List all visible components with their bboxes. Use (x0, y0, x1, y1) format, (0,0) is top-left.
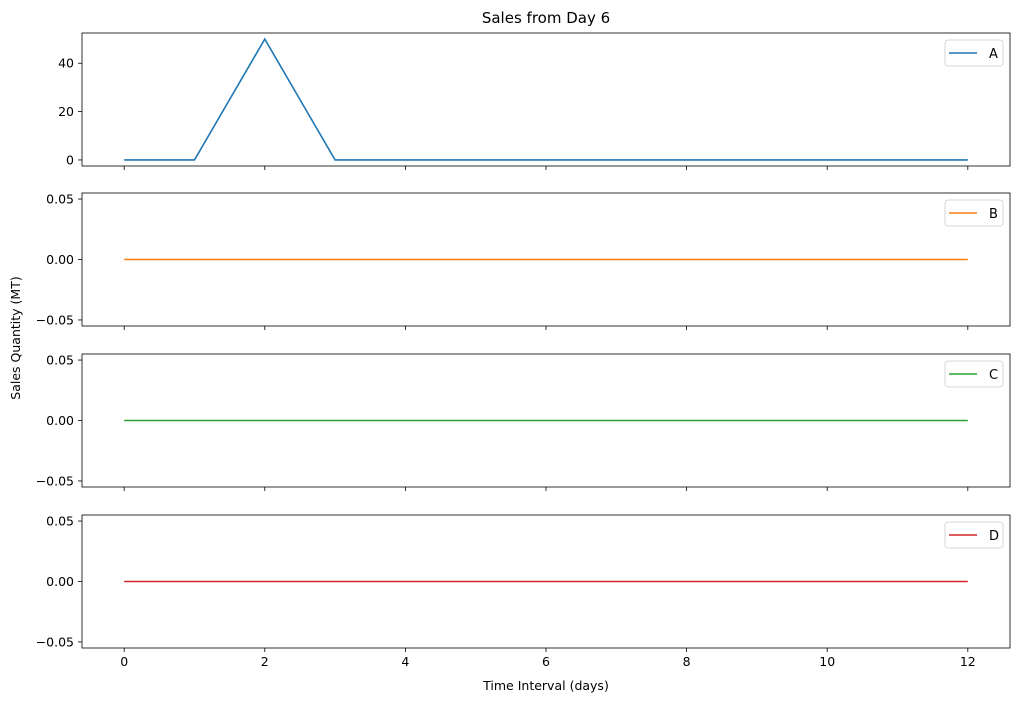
y-tick-label: 20 (58, 104, 74, 119)
legend-label: B (989, 207, 998, 222)
subplot-b: −0.05 0.00 0.05 B (36, 192, 1011, 330)
y-tick-label: −0.05 (36, 312, 74, 327)
subplot-d: −0.05 0.00 0.05 0 2 4 6 8 10 12 D (36, 514, 1011, 669)
subplots: 02040A−0.050.000.05B−0.050.000.05C−0.050… (36, 32, 1011, 669)
y-tick-label: −0.05 (36, 634, 74, 649)
y-axis-label: Sales Quantity (MT) (8, 276, 23, 399)
axes-frame (81, 353, 1011, 488)
x-tick-label: 2 (261, 654, 269, 669)
x-tick-label: 12 (960, 654, 976, 669)
x-tick-label: 10 (819, 654, 835, 669)
y-tick-label: 0.00 (46, 413, 74, 428)
chart-title: Sales from Day 6 (482, 9, 610, 27)
y-tick-label: 0.05 (46, 514, 74, 529)
axes-frame (81, 514, 1011, 649)
y-tick-label: 40 (58, 56, 74, 71)
subplot-a: 0 20 40 A (58, 32, 1011, 170)
axes-frame (81, 192, 1011, 327)
x-axis-label: Time Interval (days) (482, 678, 609, 693)
legend-a: A (944, 39, 1004, 67)
legend-label: D (989, 529, 999, 544)
legend-d: D (944, 521, 1004, 549)
y-tick-label: 0.00 (46, 252, 74, 267)
legend-c: C (944, 360, 1004, 388)
y-tick-label: −0.05 (36, 473, 74, 488)
legend-label: A (989, 47, 998, 62)
axes-frame (81, 32, 1011, 167)
series-line-a (124, 37, 968, 161)
x-tick-label: 8 (683, 654, 691, 669)
y-tick-label: 0.05 (46, 353, 74, 368)
x-tick-label: 6 (542, 654, 550, 669)
subplot-c: −0.05 0.00 0.05 C (36, 353, 1011, 491)
x-tick-label: 0 (120, 654, 128, 669)
legend-b: B (944, 199, 1004, 227)
x-tick-label: 4 (401, 654, 409, 669)
y-tick-label: 0.05 (46, 192, 74, 207)
legend-label: C (989, 368, 998, 383)
y-tick-label: 0 (66, 152, 74, 167)
y-tick-label: 0.00 (46, 574, 74, 589)
